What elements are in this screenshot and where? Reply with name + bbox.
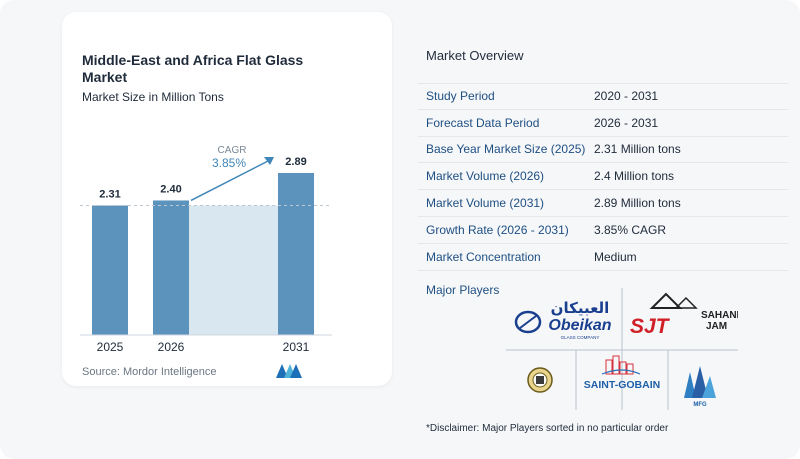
market-overview-table: Study Period 2020 - 2031 Forecast Data Per… — [418, 83, 788, 271]
obeikan-tagline: GLASS COMPANY — [561, 335, 600, 340]
overview-label: Base Year Market Size (2025) — [426, 142, 586, 157]
overview-row: Growth Rate (2026 - 2031) 3.85% CAGR — [418, 217, 788, 244]
overview-row: Market Concentration Medium — [418, 244, 788, 271]
source-text: Source: Mordor Intelligence — [82, 366, 217, 378]
chart-card: Middle-East and Africa Flat Glass Market… — [62, 12, 392, 386]
cagr-arrow-line — [190, 160, 269, 202]
bar-2026 — [153, 200, 189, 335]
overview-value: 2.89 Million tons — [594, 196, 681, 211]
overview-row: Base Year Market Size (2025) 2.31 Million… — [418, 137, 788, 164]
overview-label: Study Period — [426, 89, 495, 104]
cagr-arrow-head — [264, 157, 274, 165]
bar-2025 — [92, 205, 128, 335]
category-label: 2026 — [158, 340, 185, 354]
overview-row: Study Period 2020 - 2031 — [418, 83, 788, 110]
overview-row: Market Volume (2031) 2.89 Million tons — [418, 190, 788, 217]
overview-title: Market Overview — [426, 48, 524, 63]
obeikan-logo: العبيكان Obeikan GLASS COMPANY — [514, 299, 612, 340]
value-label: 2.31 — [99, 189, 120, 201]
sjt-brand-bottom: JAM — [706, 321, 727, 332]
mordor-logo-icon — [276, 364, 302, 378]
overview-label: Market Concentration — [426, 249, 541, 264]
overview-label: Forecast Data Period — [426, 115, 540, 130]
players-title: Major Players — [426, 283, 500, 297]
overview-value: Medium — [594, 249, 637, 264]
value-label: 2.89 — [285, 156, 306, 168]
seal-logo — [527, 367, 553, 393]
overview-value: 3.85% CAGR — [594, 222, 667, 237]
chart-subtitle: Market Size in Million Tons — [82, 90, 224, 104]
overview-value: 2026 - 2031 — [594, 115, 659, 130]
saint-gobain-name: SAINT-GOBAIN — [584, 379, 660, 391]
cagr-value: 3.85% — [212, 156, 246, 170]
overview-label: Market Volume (2031) — [426, 196, 545, 211]
mfg-logo: MFG — [684, 366, 716, 408]
overview-value: 2.4 Million tons — [594, 169, 675, 184]
overview-label: Growth Rate (2026 - 2031) — [426, 222, 569, 237]
overview-value: 2020 - 2031 — [594, 89, 659, 104]
category-label: 2031 — [283, 340, 310, 354]
overview-row: Forecast Data Period 2026 - 2031 — [418, 110, 788, 137]
saint-gobain-logo: SAINT-GOBAIN — [584, 355, 660, 391]
sjt-brand-top: SAHAND — [701, 310, 738, 321]
cagr-label: CAGR — [218, 145, 247, 156]
value-label: 2.40 — [160, 183, 181, 195]
obeikan-name: Obeikan — [548, 317, 611, 334]
overview-value: 2.31 Million tons — [594, 142, 681, 157]
category-label: 2025 — [97, 340, 124, 354]
forecast-band — [189, 205, 278, 335]
sjt-mark: SJT — [630, 315, 671, 338]
overview-label: Market Volume (2026) — [426, 169, 545, 184]
chart-title: Middle-East and Africa Flat Glass Market — [82, 52, 304, 85]
obeikan-arabic: العبيكان — [551, 299, 610, 317]
bar-2031 — [278, 173, 314, 335]
overview-row: Market Volume (2026) 2.4 Million tons — [418, 163, 788, 191]
mfg-name: MFG — [693, 402, 707, 408]
disclaimer: *Disclaimer: Major Players sorted in no … — [426, 423, 669, 434]
sjt-logo: SJT SAHAND JAM — [630, 292, 738, 338]
players-logo-grid: العبيكان Obeikan GLASS COMPANY SJT SAHAN… — [506, 288, 738, 410]
